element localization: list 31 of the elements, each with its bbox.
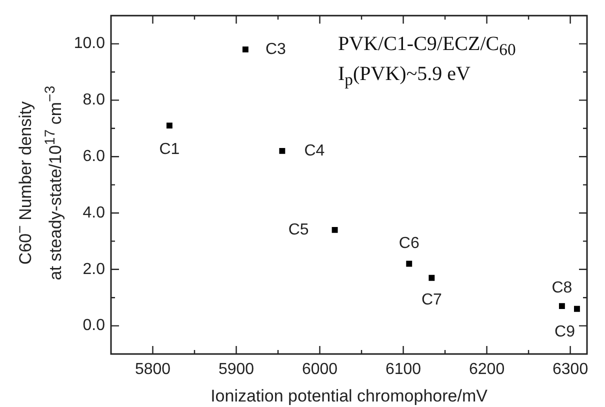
point xyxy=(242,46,248,52)
x-tick-label: 5800 xyxy=(134,361,171,378)
x-axis-title: Ionization potential chromophore/mV xyxy=(210,386,488,406)
annotation: C7 xyxy=(421,291,442,308)
point xyxy=(574,306,580,312)
annotation: PVK/C1-C9/ECZ/C$_{60}$ xyxy=(338,32,516,61)
y-tick-label: 2.0 xyxy=(82,260,106,278)
point xyxy=(428,274,435,281)
y-tick-label: 6.0 xyxy=(82,148,106,166)
y-tick-label: 8.0 xyxy=(82,92,106,109)
x-tick-label: 6000 xyxy=(302,361,338,378)
annotation: C4 xyxy=(304,142,325,160)
point xyxy=(406,260,412,267)
x-tick-label: 6200 xyxy=(468,361,505,378)
x-tick-label: 5900 xyxy=(218,361,254,378)
point xyxy=(166,122,172,129)
y-tick-label: 4.0 xyxy=(82,204,106,222)
annotation: C1 xyxy=(159,140,180,158)
annotation: C3 xyxy=(265,40,286,58)
point xyxy=(558,303,565,310)
annotation: C6 xyxy=(398,235,420,252)
point xyxy=(279,148,286,154)
point xyxy=(332,226,338,233)
annotation: C8 xyxy=(552,279,572,296)
annotation: C9 xyxy=(554,323,576,340)
y-tick-label: 10.0 xyxy=(74,35,106,52)
annotation: C5 xyxy=(288,221,309,238)
x-tick-label: 6100 xyxy=(385,361,422,378)
x-tick-label: 6300 xyxy=(552,361,588,378)
annotation: I$_{p}$(PVK)~5.9 eV xyxy=(338,62,472,91)
y-tick-label: 0.0 xyxy=(82,317,106,334)
